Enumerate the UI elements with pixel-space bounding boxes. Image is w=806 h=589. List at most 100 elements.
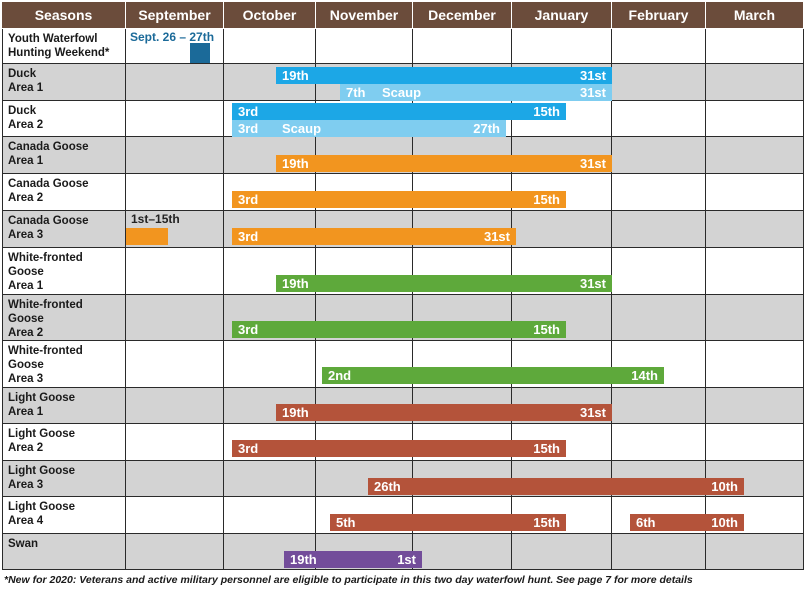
month-cell xyxy=(706,295,804,341)
month-cell xyxy=(612,101,706,137)
row-label: White-fronted Goose Area 1 xyxy=(8,252,83,292)
header-march: March xyxy=(706,2,804,28)
season-bar: 6th 10th xyxy=(630,514,744,531)
month-cell xyxy=(413,29,512,64)
row-label: White-fronted Goose Area 3 xyxy=(8,345,83,385)
month-cell xyxy=(612,248,706,295)
row-label-cell xyxy=(2,29,126,64)
season-bar: 2nd 14th xyxy=(322,367,664,384)
month-cell xyxy=(612,211,706,248)
month-cell xyxy=(612,29,706,64)
month-cell xyxy=(224,497,316,534)
bar-end-date: 10th xyxy=(711,515,738,530)
season-bar: 7th Scaup 31st xyxy=(340,84,612,101)
season-bar: 3rd 31st xyxy=(232,228,516,245)
bar-label: Scaup xyxy=(282,121,322,136)
month-cell xyxy=(126,64,224,101)
season-bar: 5th 15th xyxy=(330,514,566,531)
month-cell xyxy=(706,341,804,388)
row-label: Canada Goose Area 3 xyxy=(8,215,89,241)
month-cell xyxy=(612,174,706,211)
month-cell xyxy=(126,137,224,174)
bar-start-date: 6th xyxy=(636,515,656,530)
month-cell xyxy=(126,174,224,211)
month-cell xyxy=(612,388,706,424)
month-cell xyxy=(706,29,804,64)
footnote: *New for 2020: Veterans and active milit… xyxy=(4,574,693,586)
row-label-cell xyxy=(2,248,126,295)
bar-start-date: 3rd xyxy=(238,121,259,136)
month-cell xyxy=(126,388,224,424)
bar-start-date: 5th xyxy=(336,515,356,530)
row-label-cell xyxy=(2,295,126,341)
bar-end-date: 15th xyxy=(533,322,560,337)
bar-end-date: 31st xyxy=(579,156,606,171)
bar-end-date: 27th xyxy=(473,121,500,136)
header-november: November xyxy=(316,2,413,28)
header-december: December xyxy=(413,2,512,28)
row-label-cell xyxy=(2,64,126,101)
bar-start-date: 19th xyxy=(282,405,309,420)
month-cell xyxy=(706,137,804,174)
row-label-cell xyxy=(2,211,126,248)
month-cell xyxy=(126,295,224,341)
season-bar: 19th 31st xyxy=(276,67,612,84)
row-label: Canada Goose Area 2 xyxy=(8,178,89,204)
season-bar: 3rd 15th xyxy=(232,191,566,208)
month-cell xyxy=(316,29,413,64)
row-label-cell xyxy=(2,137,126,174)
month-cell xyxy=(706,424,804,461)
bar-start-date: 26th xyxy=(374,479,401,494)
bar-end-date: 15th xyxy=(533,192,560,207)
month-cell xyxy=(612,137,706,174)
bar-start-date: 19th xyxy=(282,276,309,291)
month-cell xyxy=(706,388,804,424)
row-label-cell xyxy=(2,341,126,388)
bar-start-date: 3rd xyxy=(238,229,259,244)
row-label: Duck Area 1 xyxy=(8,68,44,94)
row-label: Light Goose Area 3 xyxy=(8,465,76,491)
canada-goose-area3-september-note: 1st–15th xyxy=(131,212,180,226)
season-bar: 19th 31st xyxy=(276,155,612,172)
bar-end-date: 15th xyxy=(533,515,560,530)
month-cell xyxy=(512,534,612,570)
month-cell xyxy=(706,101,804,137)
month-cell xyxy=(612,64,706,101)
month-cell xyxy=(126,101,224,137)
bar-start-date: 2nd xyxy=(328,368,352,383)
row-label: Light Goose Area 2 xyxy=(8,428,76,454)
row-label-cell xyxy=(2,461,126,497)
row-label: Swan xyxy=(8,538,39,550)
header-february: February xyxy=(612,2,706,28)
bar-end-date: 15th xyxy=(533,104,560,119)
month-cell xyxy=(224,341,316,388)
bar-label: Scaup xyxy=(382,85,422,100)
youth-dates-note: Sept. 26 – 27th xyxy=(130,30,215,44)
month-cell xyxy=(224,248,316,295)
row-label: Youth Waterfowl Hunting Weekend* xyxy=(8,33,110,59)
month-cell xyxy=(706,211,804,248)
season-bar: 19th 31st xyxy=(276,404,612,421)
bar-end-date: 31st xyxy=(483,229,510,244)
bar-start-date: 3rd xyxy=(238,104,259,119)
row-label-cell xyxy=(2,388,126,424)
bar-start-date: 3rd xyxy=(238,441,259,456)
season-bar: 3rd 15th xyxy=(232,440,566,457)
bar-end-date: 1st xyxy=(397,552,416,567)
row-label: Duck Area 2 xyxy=(8,105,44,131)
bar-end-date: 31st xyxy=(579,68,606,83)
season-bar: 19th 1st xyxy=(284,551,422,568)
row-label-cell xyxy=(2,101,126,137)
month-cell xyxy=(126,497,224,534)
season-bar: 19th 31st xyxy=(276,275,612,292)
row-label-cell xyxy=(2,174,126,211)
month-cell xyxy=(224,29,316,64)
month-cell xyxy=(512,29,612,64)
bar-end-date: 10th xyxy=(711,479,738,494)
bar-end-date: 14th xyxy=(631,368,658,383)
bar-end-date: 31st xyxy=(579,276,606,291)
month-cell xyxy=(706,174,804,211)
header-october: October xyxy=(224,2,316,28)
row-label-cell xyxy=(2,497,126,534)
month-cell xyxy=(126,534,224,570)
